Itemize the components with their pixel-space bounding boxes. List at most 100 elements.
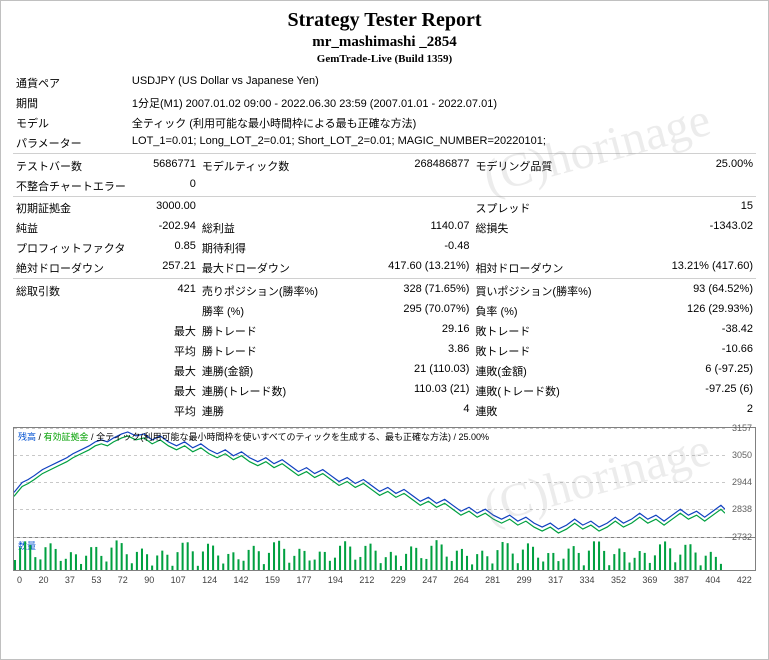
x-tick: 229 <box>391 575 406 585</box>
mismatch-label: 不整合チャートエラー <box>13 176 129 197</box>
total-label: 総取引数 <box>13 281 129 301</box>
legend-model: 全ティック(利用可能な最小時間枠を使いすべてのティックを生成する、最も正確な方法… <box>96 432 451 442</box>
conloss-cnt-label: 連敗(トレード数) <box>472 381 646 401</box>
wintrade-label2: 勝トレード <box>199 341 373 361</box>
period-value: 1分足(M1) 2007.01.02 09:00 - 2022.06.30 23… <box>129 93 756 113</box>
legend-equity: 有効証拠金 <box>44 432 89 442</box>
x-tick: 369 <box>642 575 657 585</box>
quality-value: 25.00% <box>646 156 756 176</box>
x-tick: 72 <box>118 575 128 585</box>
netprofit-value: -202.94 <box>129 218 199 238</box>
wintrade-max: 29.16 <box>372 321 472 341</box>
absdd-value: 257.21 <box>129 258 199 279</box>
pf-label: プロフィットファクタ <box>13 238 129 258</box>
max-label: 最大 <box>129 321 199 341</box>
pair-label: 通貨ペア <box>13 73 129 93</box>
losstrade-max: -38.42 <box>646 321 756 341</box>
pf-value: 0.85 <box>129 238 199 258</box>
losstrade-label2: 敗トレード <box>472 341 646 361</box>
conwin-amt-label: 連勝(金額) <box>199 361 373 381</box>
x-tick: 53 <box>91 575 101 585</box>
max-label2: 最大 <box>129 361 199 381</box>
conloss-label: 連敗 <box>472 401 646 421</box>
report-build: GemTrade-Live (Build 1359) <box>1 53 768 65</box>
x-tick: 177 <box>296 575 311 585</box>
report-subtitle: mr_mashimashi _2854 <box>1 34 768 51</box>
winrate-value: 295 (70.07%) <box>372 301 472 321</box>
period-label: 期間 <box>13 93 129 113</box>
legend-quality: 25.00% <box>459 432 490 442</box>
deposit-label: 初期証拠金 <box>13 198 129 218</box>
spread-label: スプレッド <box>472 198 646 218</box>
grossloss-value: -1343.02 <box>646 218 756 238</box>
bars-value: 5686771 <box>129 156 199 176</box>
y-tick: 3157 <box>732 423 752 433</box>
total-value: 421 <box>129 281 199 301</box>
bars-label: テストバー数 <box>13 156 129 176</box>
x-tick: 0 <box>17 575 22 585</box>
mismatch-value: 0 <box>129 176 199 197</box>
grossprofit-label: 総利益 <box>199 218 373 238</box>
y-tick: 2944 <box>732 477 752 487</box>
maxdd-value: 417.60 (13.21%) <box>372 258 472 279</box>
lossrate-label: 負率 (%) <box>472 301 646 321</box>
model-label: モデル <box>13 113 129 133</box>
conwin-amt-value: 21 (110.03) <box>372 361 472 381</box>
y-tick: 3050 <box>732 450 752 460</box>
grossloss-label: 総損失 <box>472 218 646 238</box>
x-tick: 422 <box>737 575 752 585</box>
wintrade-label: 勝トレード <box>199 321 373 341</box>
x-tick: 404 <box>705 575 720 585</box>
grossprofit-value: 1140.07 <box>372 218 472 238</box>
lossrate-value: 126 (29.93%) <box>646 301 756 321</box>
losstrade-label: 敗トレード <box>472 321 646 341</box>
long-value: 93 (64.52%) <box>646 281 756 301</box>
x-tick: 124 <box>202 575 217 585</box>
absdd-label: 絶対ドローダウン <box>13 258 129 279</box>
deposit-value: 3000.00 <box>129 198 199 218</box>
maxdd-label: 最大ドローダウン <box>199 258 373 279</box>
conloss-amt-value: 6 (-97.25) <box>646 361 756 381</box>
param-value: LOT_1=0.01; Long_LOT_2=0.01; Short_LOT_2… <box>129 133 756 154</box>
model-value: 全ティック (利用可能な最小時間枠による最も正確な方法) <box>129 113 756 133</box>
x-tick: 90 <box>144 575 154 585</box>
x-tick: 387 <box>674 575 689 585</box>
short-value: 328 (71.65%) <box>372 281 472 301</box>
avg-label: 平均 <box>129 341 199 361</box>
wintrade-avg: 3.86 <box>372 341 472 361</box>
x-tick: 159 <box>265 575 280 585</box>
quality-label: モデリング品質 <box>472 156 646 176</box>
max-label3: 最大 <box>129 381 199 401</box>
x-tick: 212 <box>359 575 374 585</box>
avg-label2: 平均 <box>129 401 199 421</box>
long-label: 買いポジション(勝率%) <box>472 281 646 301</box>
winrate-label: 勝率 (%) <box>199 301 373 321</box>
conloss-avg: 2 <box>646 401 756 421</box>
info-table: 通貨ペア USDJPY (US Dollar vs Japanese Yen) … <box>13 73 756 421</box>
x-tick: 317 <box>548 575 563 585</box>
x-tick: 194 <box>328 575 343 585</box>
conwin-label: 連勝 <box>199 401 373 421</box>
x-axis: 0203753729010712414215917719421222924726… <box>1 575 768 587</box>
volume-svg <box>14 538 725 570</box>
report-header: Strategy Tester Report mr_mashimashi _28… <box>1 1 768 69</box>
x-tick: 20 <box>38 575 48 585</box>
y-tick: 2838 <box>732 504 752 514</box>
ticks-label: モデルティック数 <box>199 156 373 176</box>
x-tick: 142 <box>234 575 249 585</box>
equity-svg <box>14 428 725 537</box>
short-label: 売りポジション(勝率%) <box>199 281 373 301</box>
x-tick: 107 <box>171 575 186 585</box>
x-tick: 247 <box>422 575 437 585</box>
legend-balance: 残高 <box>18 432 36 442</box>
reldd-label: 相対ドローダウン <box>472 258 646 279</box>
pair-value: USDJPY (US Dollar vs Japanese Yen) <box>129 73 756 93</box>
report-title: Strategy Tester Report <box>1 9 768 32</box>
x-tick: 299 <box>517 575 532 585</box>
param-label: パラメーター <box>13 133 129 154</box>
x-tick: 352 <box>611 575 626 585</box>
x-tick: 281 <box>485 575 500 585</box>
conwin-cnt-value: 110.03 (21) <box>372 381 472 401</box>
x-tick: 334 <box>580 575 595 585</box>
expected-label: 期待利得 <box>199 238 373 258</box>
